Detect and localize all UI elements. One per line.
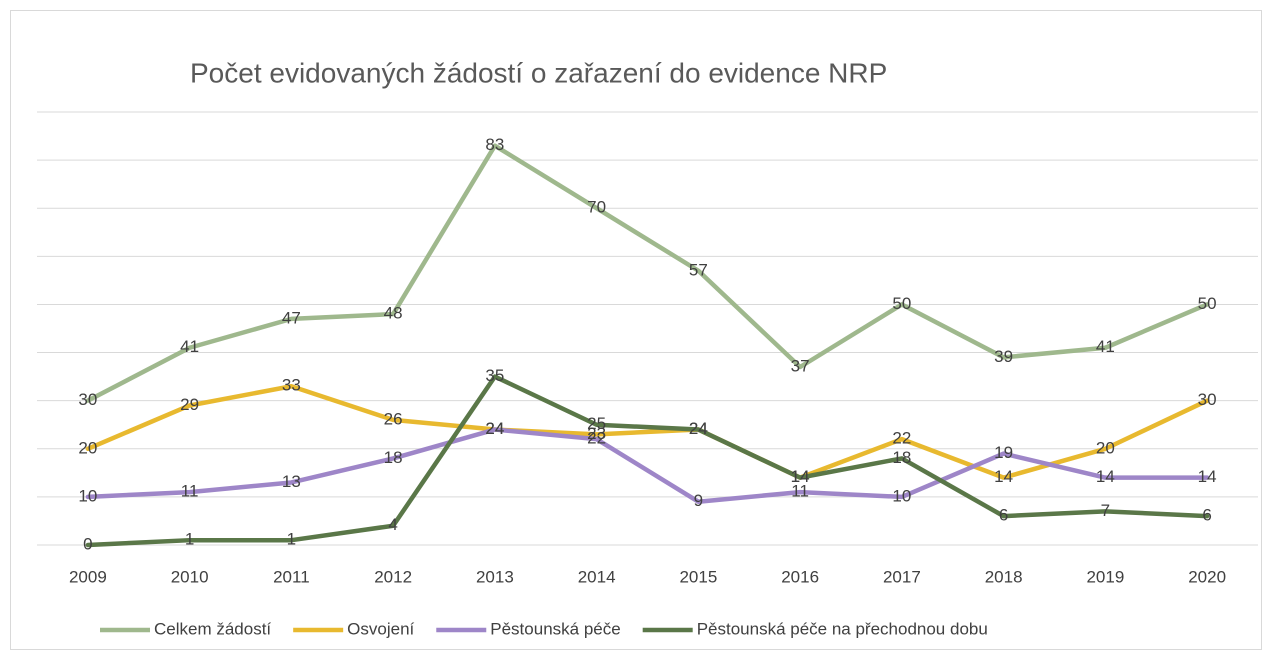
data-label: 24: [689, 419, 708, 438]
x-tick-label: 2016: [781, 567, 819, 586]
data-label: 1: [185, 530, 194, 549]
legend-label: Celkem žádostí: [154, 619, 271, 638]
data-label: 48: [384, 304, 403, 323]
data-label: 6: [999, 506, 1008, 525]
x-tick-label: 2020: [1188, 567, 1226, 586]
data-label: 24: [689, 419, 708, 438]
legend-label: Osvojení: [347, 619, 414, 638]
data-label: 29: [180, 395, 199, 414]
data-label: 14: [791, 467, 810, 486]
data-label: 14: [1096, 467, 1115, 486]
data-label: 24: [485, 419, 504, 438]
x-tick-label: 2012: [374, 567, 412, 586]
data-label: 30: [1198, 390, 1217, 409]
data-label: 10: [78, 486, 97, 505]
data-label: 0: [83, 534, 92, 553]
data-label: 33: [282, 376, 301, 395]
data-label: 1: [287, 530, 296, 549]
data-label: 24: [485, 419, 504, 438]
data-label: 14: [1198, 467, 1217, 486]
x-tick-label: 2010: [171, 567, 209, 586]
data-label: 23: [587, 424, 606, 443]
data-label: 30: [78, 390, 97, 409]
data-label: 22: [587, 429, 606, 448]
series-line: [85, 427, 1210, 504]
data-label: 83: [485, 135, 504, 154]
x-tick-label: 2018: [985, 567, 1023, 586]
data-label: 25: [587, 414, 606, 433]
data-label: 50: [1198, 294, 1217, 313]
data-label: 50: [892, 294, 911, 313]
x-tick-label: 2009: [69, 567, 107, 586]
data-label: 35: [485, 366, 504, 385]
series-line: [85, 374, 1210, 548]
data-label: 9: [694, 491, 703, 510]
legend-label: Pěstounská péče na přechodnou dobu: [697, 619, 988, 638]
chart-title: Počet evidovaných žádostí o zařazení do …: [190, 57, 887, 88]
data-label: 11: [791, 482, 809, 501]
data-label: 19: [994, 443, 1013, 462]
data-label: 10: [892, 486, 911, 505]
data-label: 57: [689, 260, 708, 279]
data-label: 14: [791, 467, 810, 486]
data-label: 11: [181, 482, 199, 501]
x-tick-label: 2013: [476, 567, 514, 586]
data-label: 20: [78, 438, 97, 457]
data-label: 41: [180, 337, 199, 356]
x-tick-label: 2017: [883, 567, 921, 586]
x-tick-label: 2014: [578, 567, 616, 586]
x-tick-label: 2011: [273, 567, 310, 586]
data-label: 47: [282, 308, 301, 327]
data-label: 14: [994, 467, 1013, 486]
data-label: 6: [1202, 506, 1211, 525]
x-tick-label: 2019: [1086, 567, 1124, 586]
data-label: 4: [388, 515, 397, 534]
legend: Celkem žádostí Osvojení Pěstounská péče Pěs…: [100, 619, 988, 638]
data-label: 7: [1101, 501, 1110, 520]
data-label: 70: [587, 198, 606, 217]
series-line: [85, 383, 1210, 480]
data-label: 20: [1096, 438, 1115, 457]
data-label: 22: [892, 429, 911, 448]
data-label: 13: [282, 472, 301, 491]
data-label: 26: [384, 409, 403, 428]
data-label: 39: [994, 347, 1013, 366]
legend-label: Pěstounská péče: [490, 619, 620, 638]
series-line: [85, 143, 1210, 403]
x-tick-label: 2015: [679, 567, 717, 586]
data-label: 18: [384, 448, 403, 467]
chart-frame: [10, 10, 1262, 650]
data-label: 18: [892, 448, 911, 467]
data-label: 37: [791, 356, 810, 375]
data-label: 41: [1096, 337, 1115, 356]
